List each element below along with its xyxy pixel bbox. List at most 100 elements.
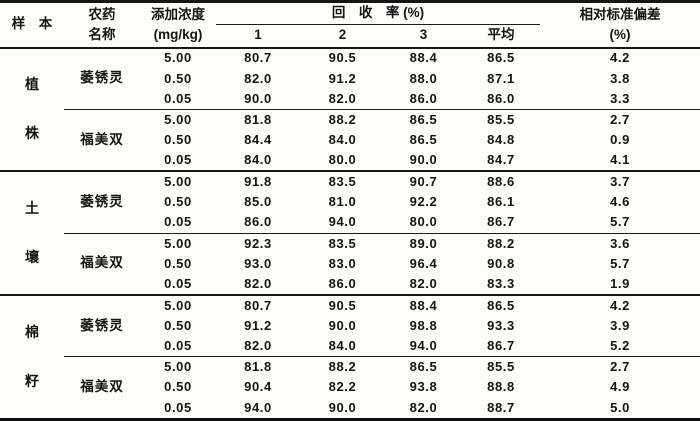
cell-concentration: 5.00: [164, 50, 192, 66]
cell-rsd: 3.9: [610, 318, 630, 334]
cell-recovery-2: 80.0: [328, 152, 357, 167]
cell-recovery-3: 89.0: [385, 232, 462, 254]
cell-recovery-3: 96.4: [409, 255, 438, 271]
cell-recovery-avg: 88.6: [462, 170, 540, 193]
cell-concentration: 0.50: [164, 70, 192, 86]
table-row: 0.50 84.4 84.0 86.5 84.8 0.9: [0, 130, 700, 150]
cell-concentration: 0.50: [164, 131, 192, 147]
cell-recovery-2: 86.0: [328, 275, 357, 291]
table-row: 0.50 93.0 83.0 96.4 90.8 5.7: [0, 254, 700, 274]
cell-concentration: 0.05: [164, 214, 192, 230]
cell-recovery-3: 88.0: [409, 70, 438, 86]
cell-recovery-3: 93.8: [409, 379, 438, 395]
cell-recovery-2: 90.0: [328, 399, 357, 415]
table-header: 样 本 农药 名称 添加浓度 (mg/kg) 回 收 率 (%) 相对标准偏差 …: [0, 1, 700, 49]
header-recovery-span: 回 收 率 (%): [216, 1, 540, 25]
cell-recovery-1: 86.0: [244, 214, 272, 230]
header-replicate-2: 2: [300, 24, 385, 49]
cell-recovery-1: 90.0: [244, 90, 272, 106]
sample-cell-plant: 植 株: [0, 48, 64, 172]
cell-recovery-2: 83.0: [328, 255, 357, 271]
cell-recovery-2: 84.0: [328, 338, 357, 354]
cell-concentration: 0.50: [164, 318, 192, 334]
cell-recovery-2: 82.0: [328, 90, 357, 106]
cell-rsd: 3.6: [540, 232, 700, 254]
cell-concentration: 5.00: [140, 170, 216, 193]
cell-recovery-avg: 86.5: [462, 293, 540, 317]
header-row-1: 样 本 农药 名称 添加浓度 (mg/kg) 回 收 率 (%) 相对标准偏差 …: [0, 1, 700, 49]
table-row: 福美双 5.00 81.8 88.2 86.5 85.5 2.7: [0, 108, 700, 172]
header-concentration-line1: 添加浓度: [151, 6, 205, 22]
cell-recovery-2: 83.5: [300, 232, 385, 254]
cell-recovery-3: 80.0: [409, 214, 438, 230]
sample-char-2: 壤: [25, 249, 39, 266]
cell-recovery-3: 92.2: [409, 194, 438, 210]
cell-recovery-2: 90.5: [300, 293, 385, 317]
cell-recovery-1: 92.3: [216, 232, 300, 254]
cell-recovery-1: 91.8: [216, 170, 300, 193]
header-pesticide-line2: 名称: [88, 26, 116, 42]
cell-recovery-1: 80.7: [216, 293, 300, 317]
cell-recovery-avg: 83.3: [487, 275, 515, 291]
pesticide-cell-carboxin: 萎锈灵: [64, 170, 140, 234]
header-pesticide: 农药 名称: [64, 1, 140, 49]
cell-recovery-1: 81.8: [216, 108, 300, 130]
header-row-2: 1 2 3 平均: [0, 24, 700, 49]
table-row: 0.50 91.2 90.0 98.8 93.3 3.9: [0, 316, 700, 336]
cell-recovery-3: 86.5: [385, 356, 462, 378]
header-rsd: 相对标准偏差 (%): [540, 1, 700, 49]
cell-rsd: 4.1: [610, 152, 630, 167]
table-row: 0.50 85.0 81.0 92.2 86.1 4.6: [0, 192, 700, 212]
sample-char-1: 棉: [25, 323, 39, 340]
header-rsd-line2: (%): [609, 26, 631, 42]
cell-rsd: 3.8: [610, 70, 630, 86]
cell-recovery-2: 91.2: [328, 70, 357, 86]
cell-recovery-3: 82.0: [409, 275, 438, 291]
sample-cell-soil: 土 壤: [0, 170, 64, 295]
cell-concentration: 0.50: [164, 194, 192, 210]
table-row: 福美双 5.00 92.3 83.5 89.0 88.2 3.6: [0, 232, 700, 295]
table-row: 0.50 82.0 91.2 88.0 87.1 3.8: [0, 69, 700, 89]
table-body: 植 株 萎锈灵 5.00 80.7 90.5 88.4 86.5 4.2 0.5…: [0, 48, 700, 420]
table-row: 棉 籽 萎锈灵 5.00 80.7 90.5 88.4 86.5 4.2: [0, 293, 700, 420]
cell-recovery-avg: 86.7: [487, 214, 515, 230]
table-row: 0.05 94.0 90.0 82.0 88.7 5.0: [0, 398, 700, 420]
cell-recovery-3: 86.5: [409, 131, 438, 147]
table-row: 0.05 84.0 80.0 90.0 84.7 4.1: [0, 150, 700, 171]
pesticide-cell-thiram: 福美双: [64, 356, 140, 420]
cell-concentration: 0.50: [164, 379, 192, 395]
cell-rsd: 5.2: [610, 338, 630, 354]
cell-concentration: 5.00: [140, 232, 216, 254]
cell-recovery-1: 81.8: [216, 356, 300, 378]
table-row: 0.05 90.0 82.0 86.0 86.0 3.3: [0, 89, 700, 110]
cell-rsd: 5.0: [610, 399, 630, 415]
cell-concentration: 0.05: [164, 399, 192, 415]
cell-recovery-2: 90.5: [328, 50, 357, 66]
cell-recovery-avg: 88.7: [487, 399, 515, 415]
cell-recovery-2: 83.5: [300, 170, 385, 193]
cell-recovery-avg: 90.8: [487, 255, 515, 271]
cell-recovery-1: 82.0: [244, 275, 272, 291]
cell-rsd: 4.6: [610, 194, 630, 210]
cell-rsd: 4.2: [610, 50, 630, 66]
cell-recovery-avg: 88.2: [462, 232, 540, 254]
cell-recovery-avg: 88.8: [487, 379, 515, 395]
cell-recovery-2: 90.0: [328, 318, 357, 334]
cell-concentration: 0.05: [164, 275, 192, 291]
table-row: 0.50 90.4 82.2 93.8 88.8 4.9: [0, 378, 700, 398]
sample-char-2: 籽: [25, 373, 39, 389]
cell-recovery-2: 94.0: [328, 214, 357, 230]
cell-recovery-1: 84.0: [244, 152, 272, 167]
cell-recovery-1: 82.0: [244, 70, 272, 86]
cell-rsd: 3.7: [540, 170, 700, 193]
cell-recovery-1: 94.0: [244, 399, 272, 415]
cell-concentration: 0.05: [164, 90, 192, 106]
table-row: 0.05 82.0 84.0 94.0 86.7 5.2: [0, 336, 700, 357]
header-concentration: 添加浓度 (mg/kg): [140, 1, 216, 49]
cell-recovery-1: 85.0: [244, 194, 272, 210]
header-concentration-line2: (mg/kg): [153, 26, 203, 42]
table-row: 土 壤 萎锈灵 5.00 91.8 83.5 90.7 88.6 3.7: [0, 170, 700, 295]
cell-recovery-avg: 84.7: [487, 152, 515, 167]
table-row: 0.05 82.0 86.0 82.0 83.3 1.9: [0, 274, 700, 295]
